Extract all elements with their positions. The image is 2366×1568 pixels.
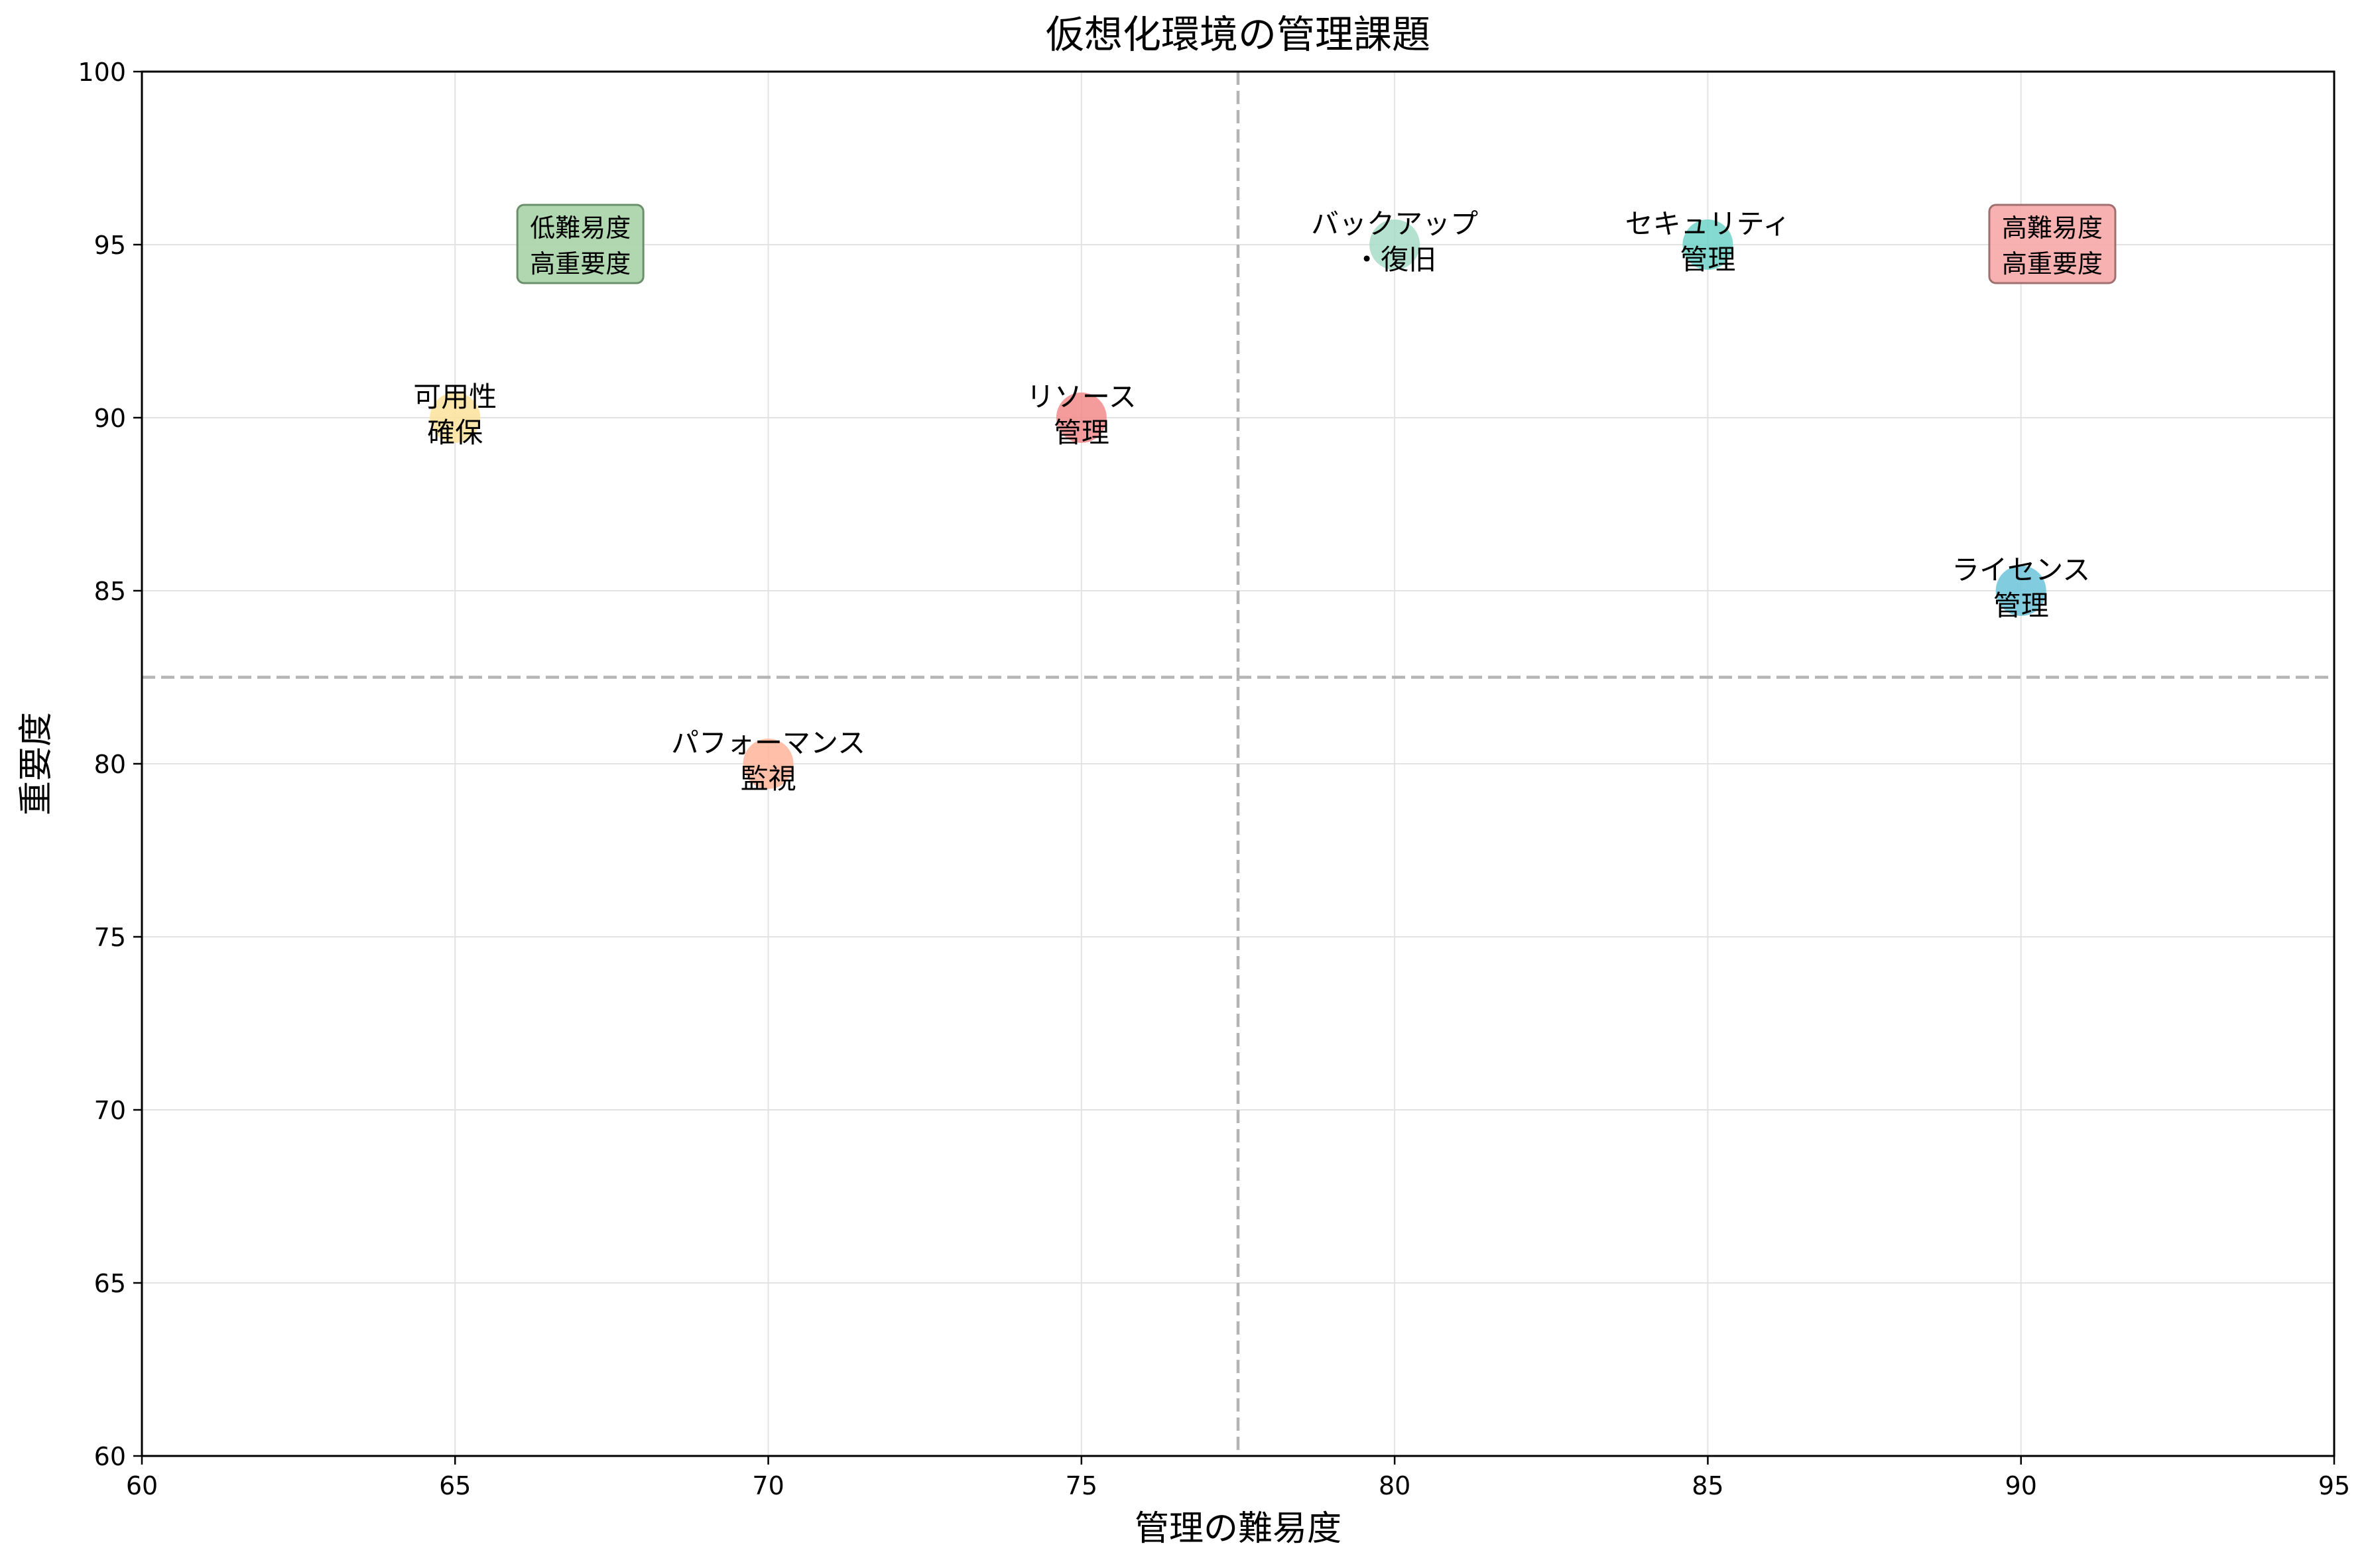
- y-tick-label: 70: [94, 1096, 126, 1125]
- reference-lines: [142, 72, 2334, 1456]
- x-tick-label: 70: [752, 1471, 784, 1500]
- y-tick-label: 85: [94, 577, 126, 606]
- data-point: [430, 392, 481, 443]
- point-label: パフォーマンス: [671, 727, 865, 759]
- x-axis-label: 管理の難易度: [1135, 1509, 1341, 1549]
- point-label: 監視: [741, 762, 796, 795]
- point-label: バックアップ: [1311, 208, 1478, 240]
- point-label: 確保: [427, 416, 483, 449]
- y-tick-label: 90: [94, 404, 126, 433]
- y-axis-label: 重要度: [17, 712, 56, 815]
- quadrant-label-text: 低難易度: [530, 213, 631, 243]
- x-tick-label: 90: [2005, 1471, 2037, 1500]
- y-tick-label: 75: [94, 923, 126, 952]
- data-point: [1995, 566, 2046, 616]
- data-point: [1682, 219, 1733, 270]
- point-label: 管理: [1054, 416, 1109, 449]
- quadrant-label-box: [1988, 204, 2117, 284]
- point-label: 管理: [1993, 589, 2049, 622]
- chart-title: 仮想化環境の管理課題: [1046, 12, 1430, 57]
- point-label: 管理: [1680, 243, 1735, 276]
- data-point: [1369, 219, 1420, 270]
- x-tick-label: 60: [126, 1471, 158, 1500]
- point-label: セキュリティ: [1625, 208, 1790, 240]
- point-labels: リソース管理セキュリティ管理ライセンス管理パフォーマンス監視バックアップ・復旧可…: [413, 208, 2090, 795]
- y-tick-label: 95: [94, 231, 126, 260]
- y-tick-label: 60: [94, 1442, 126, 1471]
- data-points: [430, 219, 2046, 789]
- quadrant-label-text: 高重要度: [530, 249, 631, 278]
- x-tick-label: 85: [1692, 1471, 1723, 1500]
- axis-ticks: 60 65 70 75 80 85 90 95 60 65 70 75 80 85 90 95 100: [78, 58, 2350, 1500]
- data-point: [743, 739, 794, 789]
- x-tick-label: 75: [1066, 1471, 1097, 1500]
- y-tick-label: 80: [94, 750, 126, 779]
- quadrant-label-text: 高難易度: [2002, 213, 2103, 243]
- point-label: ・復旧: [1353, 243, 1436, 276]
- x-tick-label: 95: [2318, 1471, 2350, 1500]
- y-tick-label: 100: [78, 58, 126, 87]
- point-label: ライセンス: [1952, 554, 2090, 586]
- point-label: リソース: [1027, 381, 1137, 413]
- x-tick-label: 65: [439, 1471, 471, 1500]
- quadrant-label-box: [516, 204, 645, 284]
- y-tick-label: 65: [94, 1269, 126, 1298]
- quadrant-label-text: 高重要度: [2002, 249, 2103, 278]
- x-tick-label: 80: [1379, 1471, 1410, 1500]
- point-label: 可用性: [413, 381, 497, 413]
- data-point: [1056, 392, 1107, 443]
